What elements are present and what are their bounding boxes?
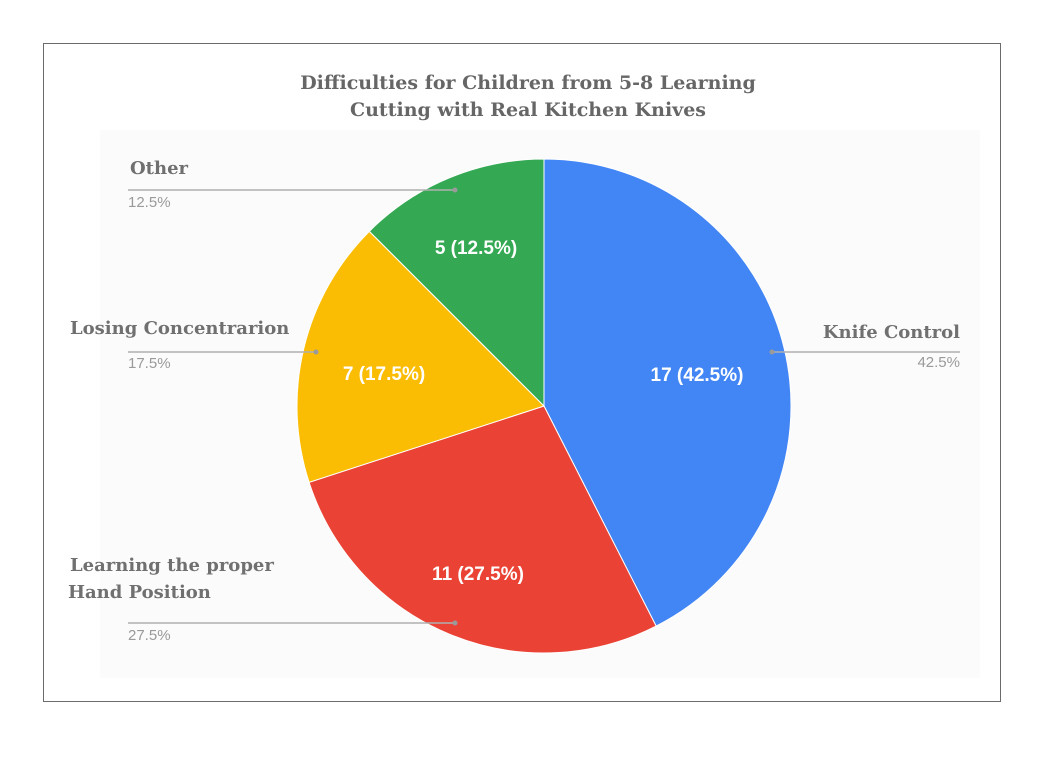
- pie-slice-other: [368, 158, 545, 408]
- leader-dot: [313, 349, 319, 355]
- leader-lines: [128, 187, 960, 626]
- chart-title-line-1: Difficulties for Children from 5-8 Learn…: [300, 72, 756, 94]
- category-label: Learning the proper: [70, 555, 274, 576]
- leader-dot: [769, 349, 775, 355]
- pie-slice-labels: 17 (42.5%) 11 (27.5%) 7 (17.5%) 5 (12.5%): [343, 238, 744, 585]
- pie-slice-losing-concentrarion: [296, 230, 545, 483]
- leader-dot: [452, 620, 458, 626]
- chart-title-line-2: Cutting with Real Kitchen Knives: [350, 99, 706, 121]
- slice-value-label: 7 (17.5%): [343, 364, 425, 385]
- pie-slice-knife-control: [543, 158, 792, 627]
- leader-dot: [452, 187, 458, 193]
- category-percent-label: 42.5%: [917, 354, 960, 371]
- pie-slice-learning-the-proper-hand-position: [308, 405, 657, 654]
- category-percent-label: 17.5%: [128, 355, 171, 372]
- category-percent-label: 27.5%: [128, 627, 171, 644]
- category-label: Hand Position: [68, 582, 211, 603]
- slice-value-label: 11 (27.5%): [432, 564, 524, 585]
- slice-value-label: 5 (12.5%): [435, 238, 517, 259]
- category-label: Knife Control: [823, 322, 960, 343]
- category-percent-label: 12.5%: [128, 194, 171, 211]
- category-label: Other: [130, 158, 189, 179]
- callout-labels: Knife Control 42.5% Learning the proper Han…: [68, 158, 960, 644]
- category-label: Losing Concentrarion: [70, 318, 289, 339]
- chart-title: Difficulties for Children from 5-8 Learn…: [0, 70, 1056, 124]
- slice-value-label: 17 (42.5%): [651, 365, 744, 386]
- pie-slices: [296, 158, 792, 654]
